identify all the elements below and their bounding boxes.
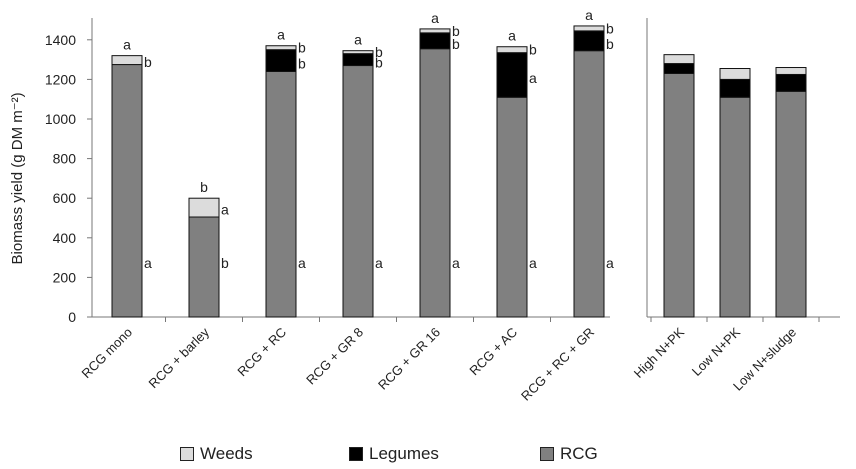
y-tick-label: 400 — [53, 230, 77, 246]
letter-weeds: b — [144, 54, 152, 70]
bar-weeds — [111, 55, 143, 66]
letter-weeds: b — [452, 23, 460, 39]
bar-legumes — [419, 32, 451, 50]
letter-total: a — [508, 28, 516, 44]
bar-legumes — [719, 78, 751, 98]
x-tick-label: High N+PK — [631, 324, 688, 381]
bar-rcg — [719, 96, 751, 318]
letter-total: a — [585, 7, 593, 23]
legend-item-weeds: Weeds — [180, 442, 253, 466]
bar-rcg — [419, 48, 451, 318]
letter-legumes: b — [375, 55, 383, 71]
legend-item-legumes: Legumes — [349, 442, 439, 466]
y-axis-label: Biomass yield (g DM m⁻²) — [9, 92, 26, 264]
letter-rcg: a — [452, 255, 460, 271]
bar-weeds — [419, 28, 451, 34]
letter-total: b — [200, 179, 208, 195]
letter-legumes: b — [298, 56, 306, 72]
bar-rcg — [188, 216, 220, 318]
x-tick-label: RCG + barley — [146, 324, 213, 391]
bar-weeds — [775, 67, 807, 75]
legend-swatch-legumes — [349, 447, 363, 461]
y-tick-label: 600 — [53, 190, 77, 206]
letter-total: a — [277, 27, 285, 43]
bar-weeds — [573, 25, 605, 32]
bar-rcg — [663, 72, 695, 318]
legend-swatch-weeds — [180, 447, 194, 461]
x-tick-label: RCG + RC — [234, 325, 289, 380]
bar-legumes — [573, 30, 605, 52]
x-tick-label: RCG + GR 16 — [375, 325, 443, 393]
x-tick-label: RCG mono — [79, 325, 136, 382]
legend-label-legumes: Legumes — [369, 444, 439, 463]
letter-rcg: a — [144, 255, 152, 271]
bar-rcg — [265, 70, 297, 318]
y-tick-label: 1000 — [45, 111, 76, 127]
letter-rcg: a — [606, 255, 614, 271]
bar-weeds — [188, 197, 220, 218]
legend-label-rcg: RCG — [560, 444, 598, 463]
letter-legumes: b — [606, 36, 614, 52]
bar-rcg — [342, 65, 374, 318]
letter-total: a — [431, 10, 439, 26]
letter-total: a — [354, 32, 362, 48]
x-tick-label: RCG + GR 8 — [303, 325, 366, 388]
bar-legumes — [663, 63, 695, 74]
x-tick-label: RCG + RC + GR — [518, 325, 597, 404]
bar-rcg — [775, 90, 807, 318]
letter-weeds: a — [221, 202, 229, 218]
bar-weeds — [265, 45, 297, 51]
bar-legumes — [265, 49, 297, 72]
letter-rcg: a — [298, 255, 306, 271]
x-tick-label: RCG + AC — [466, 325, 520, 379]
y-tick-label: 800 — [53, 151, 77, 167]
legend-label-weeds: Weeds — [200, 444, 253, 463]
letter-weeds: b — [298, 40, 306, 56]
bar-rcg — [573, 50, 605, 318]
x-tick-label: Low N+PK — [689, 324, 744, 379]
bar-rcg — [496, 96, 528, 318]
letter-rcg: a — [375, 255, 383, 271]
y-tick-label: 200 — [53, 269, 77, 285]
bar-rcg — [111, 64, 143, 318]
bar-legumes — [496, 52, 528, 98]
legend-item-rcg: RCG — [540, 442, 598, 466]
biomass-chart: 0 200 400 600 800 1000 1200 1400 Biomass yield (… — [9, 7, 840, 404]
letter-rcg: b — [221, 255, 229, 271]
y-tick-label: 0 — [68, 309, 76, 325]
letter-weeds: b — [606, 20, 614, 36]
y-tick-label: 1200 — [45, 71, 76, 87]
letter-rcg: a — [529, 255, 537, 271]
bar-weeds — [496, 46, 528, 54]
y-tick-label: 1400 — [45, 32, 76, 48]
bar-weeds — [342, 50, 374, 55]
bar-weeds — [663, 54, 695, 65]
legend-swatch-rcg — [540, 447, 554, 461]
bar-legumes — [342, 53, 374, 67]
letter-total: a — [123, 37, 131, 53]
letter-weeds: b — [375, 44, 383, 60]
letter-legumes: b — [452, 36, 460, 52]
letter-legumes: a — [529, 70, 537, 86]
letter-weeds: b — [529, 42, 537, 58]
bar-weeds — [719, 68, 751, 80]
bar-legumes — [775, 73, 807, 92]
